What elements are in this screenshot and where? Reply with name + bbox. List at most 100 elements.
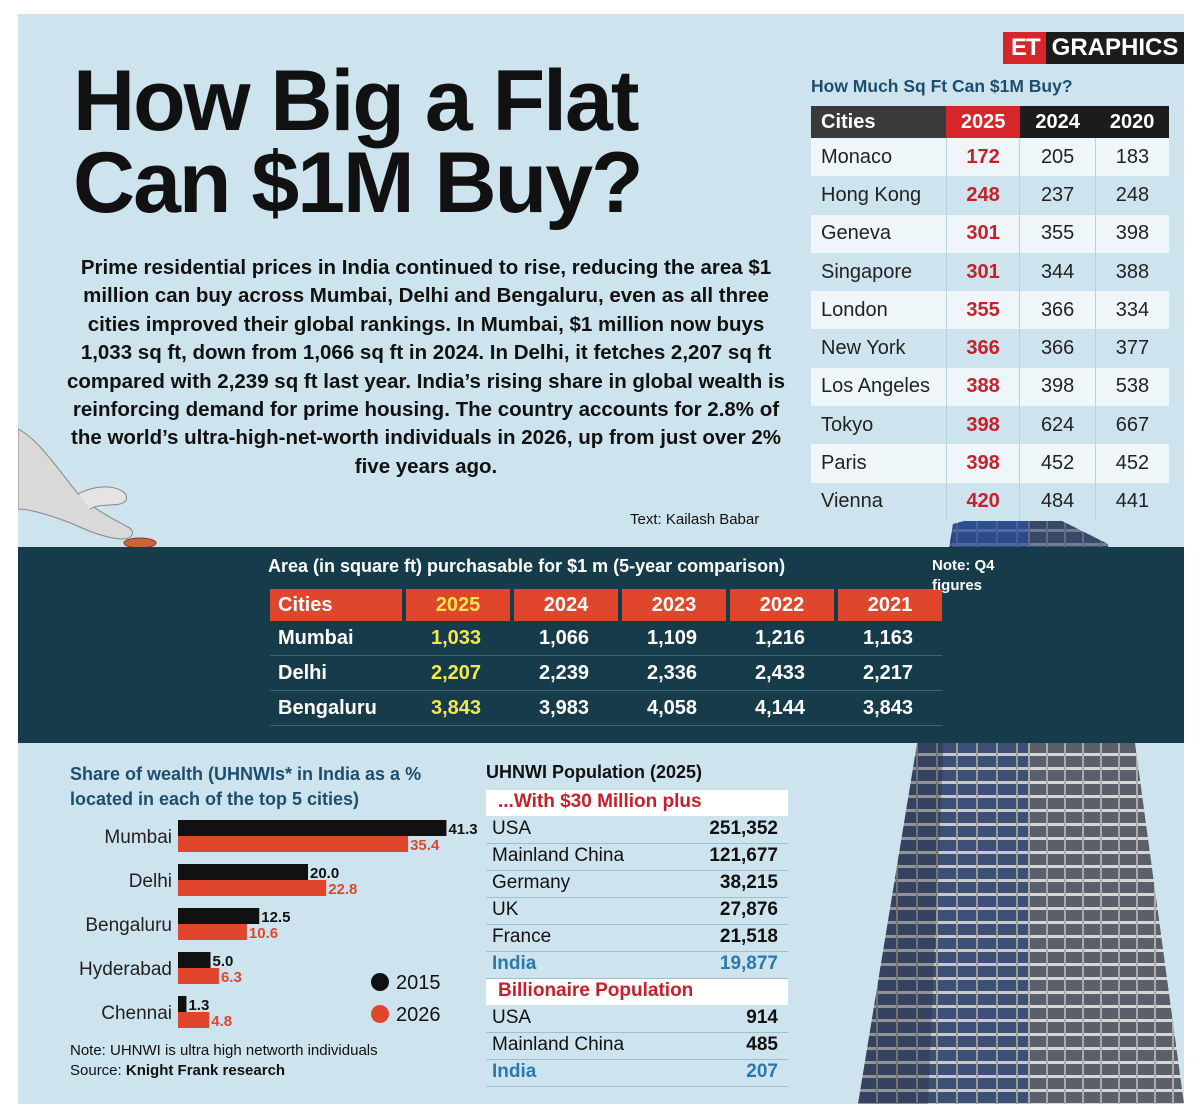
column-header: 2021 xyxy=(834,589,942,621)
brand-graphics: GRAPHICS xyxy=(1045,32,1184,64)
legend-label-2015: 2015 xyxy=(396,972,441,994)
legend-marker-2015 xyxy=(371,973,389,991)
bar-2015 xyxy=(178,996,187,1012)
hand-coin-illustration xyxy=(18,428,157,549)
legend-marker-2026 xyxy=(371,1005,389,1023)
city-cell: Monaco xyxy=(811,138,947,177)
headline: How Big a Flat Can $1M Buy? xyxy=(73,53,773,231)
population-value: 38,215 xyxy=(719,872,778,893)
population-value: 27,876 xyxy=(719,899,778,920)
city-cell: Geneva xyxy=(811,214,947,253)
value-cell: 2,433 xyxy=(726,656,834,691)
data-label: 41.3 xyxy=(448,821,477,838)
country-name: France xyxy=(492,926,552,947)
value-cell: 3,843 xyxy=(402,691,510,726)
table-row: Tokyo 398 624 667 xyxy=(811,406,1169,445)
share-source: Source: Knight Frank research xyxy=(70,1062,285,1079)
value-cell: 355 xyxy=(1019,214,1096,253)
bar-2015 xyxy=(178,820,447,836)
value-cell: 1,033 xyxy=(402,621,510,656)
value-cell: 441 xyxy=(1094,482,1169,521)
data-label: 10.6 xyxy=(249,925,278,942)
bar-2026 xyxy=(178,880,327,896)
country-name: UK xyxy=(492,899,519,920)
value-cell: 4,144 xyxy=(726,691,834,726)
list-item: India 207 xyxy=(486,1059,788,1087)
city-cell: New York xyxy=(811,329,947,368)
table-row: Delhi 2,207 2,239 2,336 2,433 2,217 xyxy=(270,656,942,691)
population-value: 485 xyxy=(746,1034,778,1055)
column-header: 2023 xyxy=(618,589,726,621)
column-header: 2022 xyxy=(726,589,834,621)
column-header: Cities xyxy=(811,106,947,138)
value-cell: 366 xyxy=(945,329,1020,368)
column-header: Cities xyxy=(270,589,402,621)
value-cell: 398 xyxy=(945,406,1020,445)
list-item: USA 914 xyxy=(486,1005,788,1033)
bar-2015 xyxy=(178,908,260,924)
city-cell: Los Angeles xyxy=(811,367,947,407)
city-cell: Delhi xyxy=(270,656,402,691)
share-of-wealth-title: Share of wealth (UHNWIs* in India as a %… xyxy=(70,764,422,809)
city-cell: Tokyo xyxy=(811,406,947,445)
column-header: 2024 xyxy=(1019,106,1096,138)
city-cell: Bengaluru xyxy=(270,691,402,726)
country-name: USA xyxy=(492,1007,532,1028)
city-cell: Hong Kong xyxy=(811,176,947,215)
value-cell: 2,207 xyxy=(402,656,510,691)
value-cell: 334 xyxy=(1094,291,1169,330)
country-name: India xyxy=(492,953,537,974)
city-cell: Vienna xyxy=(811,482,947,521)
country-name: India xyxy=(492,1061,537,1082)
five-year-comparison-table: Cities 2025 2024 2023 2022 2021 Mumbai 1,033 1,… xyxy=(270,589,942,726)
list-item: Germany 38,215 xyxy=(486,870,788,898)
country-name: Mainland China xyxy=(492,845,625,866)
population-value: 251,352 xyxy=(709,818,778,839)
value-cell: 667 xyxy=(1094,406,1169,445)
value-cell: 1,163 xyxy=(834,621,942,656)
value-cell: 388 xyxy=(945,367,1020,407)
table-row: New York 366 366 377 xyxy=(811,329,1169,368)
category-label: Hyderabad xyxy=(79,959,172,980)
value-cell: 538 xyxy=(1094,367,1169,407)
list-item: UK 27,876 xyxy=(486,897,788,925)
value-cell: 3,983 xyxy=(510,691,618,726)
section-heading: ...With $30 Million plus xyxy=(486,790,788,816)
five-year-table-title: Area (in square ft) purchasable for $1 m… xyxy=(268,556,786,576)
bar-2026 xyxy=(178,968,219,984)
value-cell: 377 xyxy=(1094,329,1169,368)
value-cell: 366 xyxy=(1019,291,1096,330)
share-of-wealth-bar-chart: Mumbai 41.3 35.4 Delhi 20.022.8 Bengaluru 12.5… xyxy=(79,820,478,1030)
city-cell: London xyxy=(811,291,947,330)
column-header: 2024 xyxy=(510,589,618,621)
section-heading-text: ...With $30 Million plus xyxy=(498,791,702,812)
value-cell: 301 xyxy=(945,214,1020,253)
value-cell: 484 xyxy=(1019,482,1096,521)
table-row: Vienna 420 484 441 xyxy=(811,482,1169,521)
source-name: Knight Frank research xyxy=(125,1062,286,1079)
data-label: 12.5 xyxy=(261,909,290,926)
value-cell: 172 xyxy=(945,138,1020,177)
value-cell: 2,239 xyxy=(510,656,618,691)
value-cell: 388 xyxy=(1094,252,1169,292)
value-cell: 624 xyxy=(1019,406,1096,445)
bar-2015 xyxy=(178,952,211,968)
section-heading-text: Billionaire Population xyxy=(498,980,694,1001)
et-graphics-logo: ET GRAPHICS xyxy=(1003,32,1184,64)
value-cell: 1,216 xyxy=(726,621,834,656)
table-row: Geneva 301 355 398 xyxy=(811,214,1169,253)
value-cell: 183 xyxy=(1094,138,1169,177)
value-cell: 452 xyxy=(1019,444,1096,483)
value-cell: 1,109 xyxy=(618,621,726,656)
legend-label-2026: 2026 xyxy=(396,1004,441,1026)
headline-line-2: Can $1M Buy? xyxy=(73,135,644,231)
value-cell: 248 xyxy=(945,176,1020,215)
data-label: 6.3 xyxy=(221,969,242,986)
list-item: USA 251,352 xyxy=(486,816,788,844)
value-cell: 237 xyxy=(1019,176,1096,215)
headline-line-1: How Big a Flat xyxy=(73,53,639,149)
category-label: Mumbai xyxy=(104,827,172,848)
bar-2026 xyxy=(178,836,409,852)
uhnwi-population-title: UHNWI Population (2025) xyxy=(486,762,703,782)
bar-2026 xyxy=(178,924,247,940)
